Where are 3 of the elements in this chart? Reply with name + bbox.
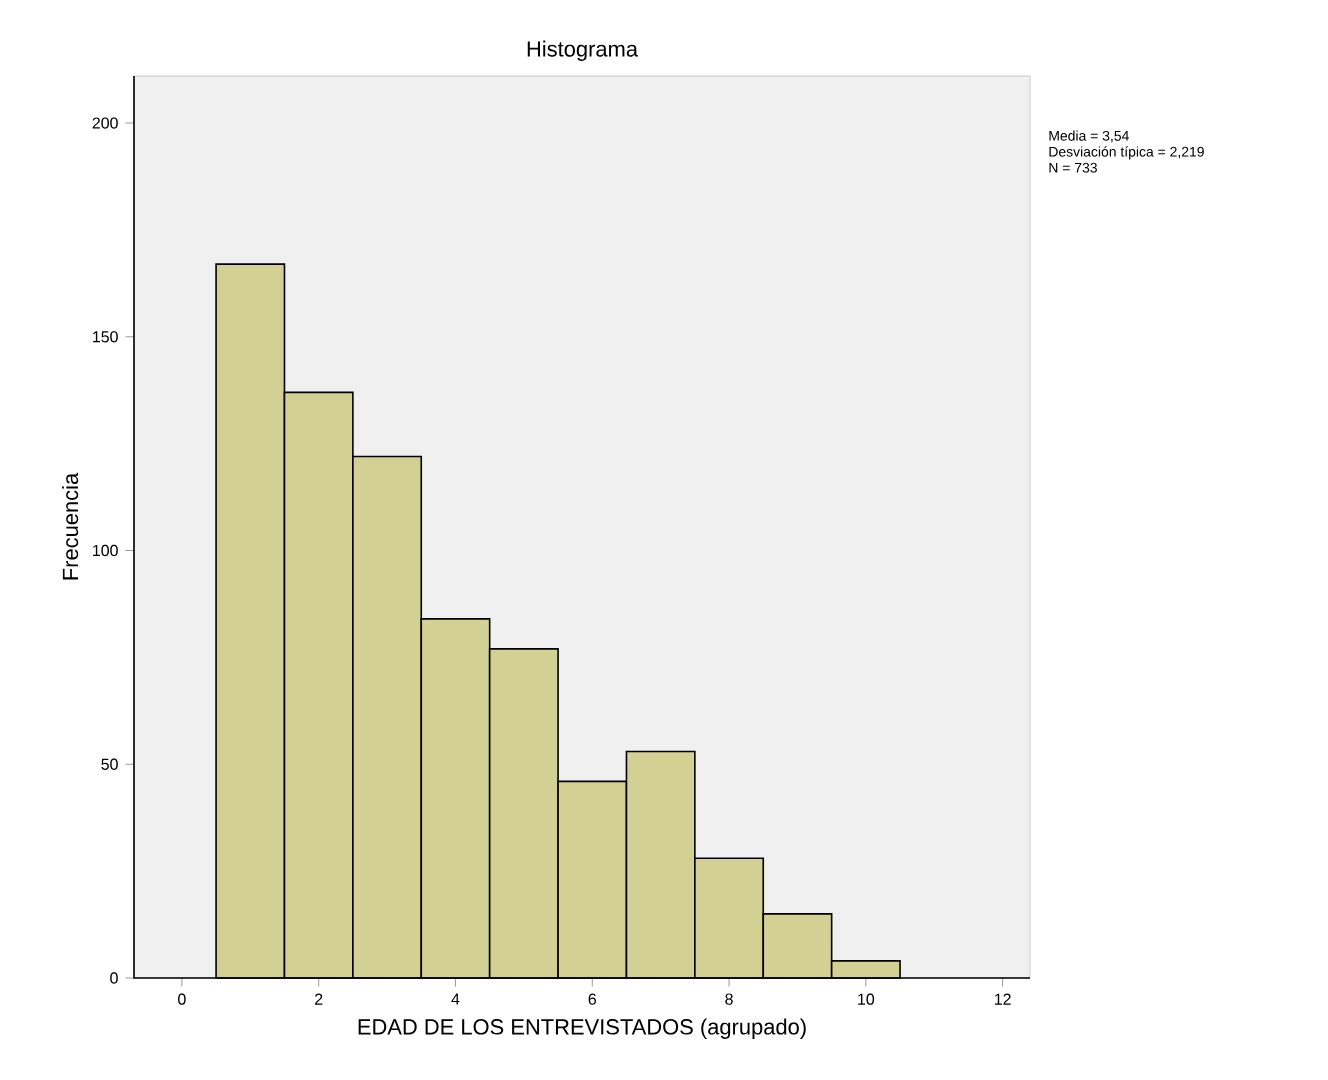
- y-axis-title: Frecuencia: [62, 472, 79, 580]
- x-axis-title: EDAD DE LOS ENTREVISTADOS (agrupado): [358, 1018, 806, 1039]
- chart-title: Histograma: [527, 40, 639, 61]
